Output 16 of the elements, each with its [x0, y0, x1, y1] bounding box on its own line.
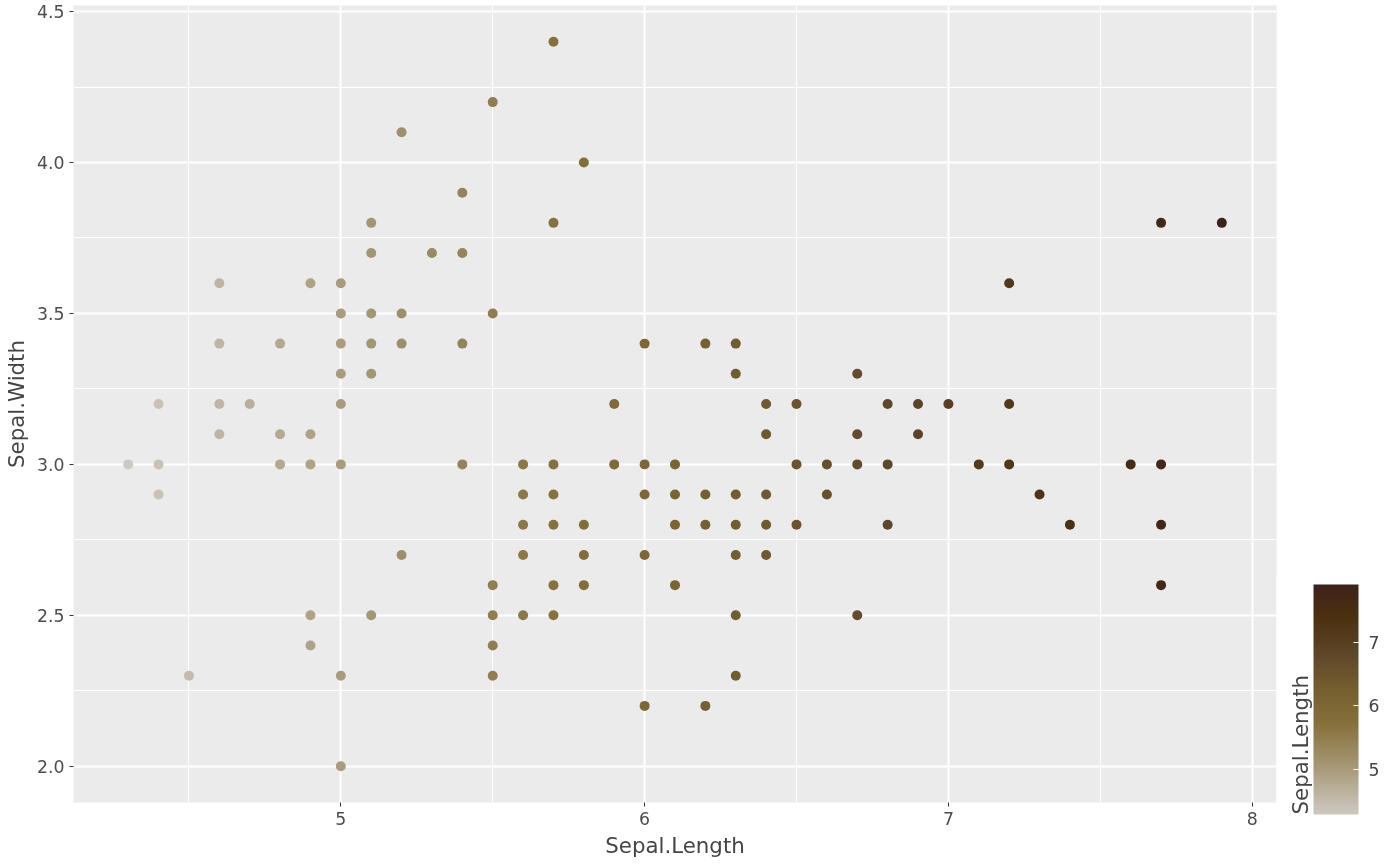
x-tick-label: 6	[639, 808, 651, 829]
x-tick-label: 5	[335, 808, 347, 829]
x-tick-label: 8	[1246, 808, 1258, 829]
color-bar-label: 5	[1368, 760, 1380, 781]
y-axis-title: Sepal.Width	[3, 340, 29, 468]
color-bar-label: 6	[1368, 696, 1380, 717]
y-tick-label: 3.5	[36, 303, 65, 324]
x-axis-title: Sepal.Length	[605, 832, 745, 858]
y-tick-label: 4.5	[36, 2, 65, 23]
y-tick-label: 2.5	[36, 605, 65, 626]
color-bar-label: 7	[1368, 632, 1380, 653]
color-bar-title: Sepal.Length	[1287, 674, 1313, 815]
x-tick-label: 7	[942, 808, 954, 829]
y-tick-label: 3.0	[36, 454, 65, 475]
y-tick-label: 2.0	[36, 756, 65, 777]
y-tick-label: 4.0	[36, 152, 65, 173]
